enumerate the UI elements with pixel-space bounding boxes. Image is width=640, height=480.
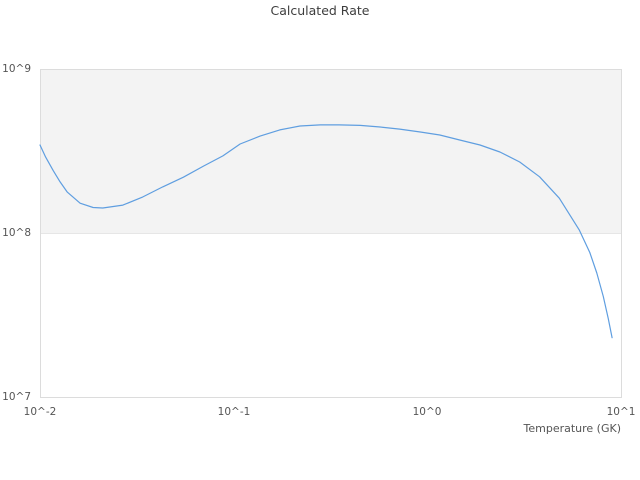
shaded-decade-band (40, 69, 621, 233)
xtick-1e1: 10^1 (606, 406, 636, 418)
rate-curve (39, 124, 613, 339)
plot-border (40, 69, 622, 398)
chart-title: Calculated Rate (270, 3, 370, 18)
x-axis-label: Temperature (GK) (523, 422, 622, 435)
ytick-1e7: 10^7 (2, 391, 31, 403)
ytick-1e8: 10^8 (2, 227, 31, 239)
xtick-1e-1: 10^-1 (217, 406, 251, 418)
ytick-1e9: 10^9 (2, 63, 31, 75)
xtick-1e-2: 10^-2 (23, 406, 57, 418)
xtick-1e0: 10^0 (412, 406, 442, 418)
